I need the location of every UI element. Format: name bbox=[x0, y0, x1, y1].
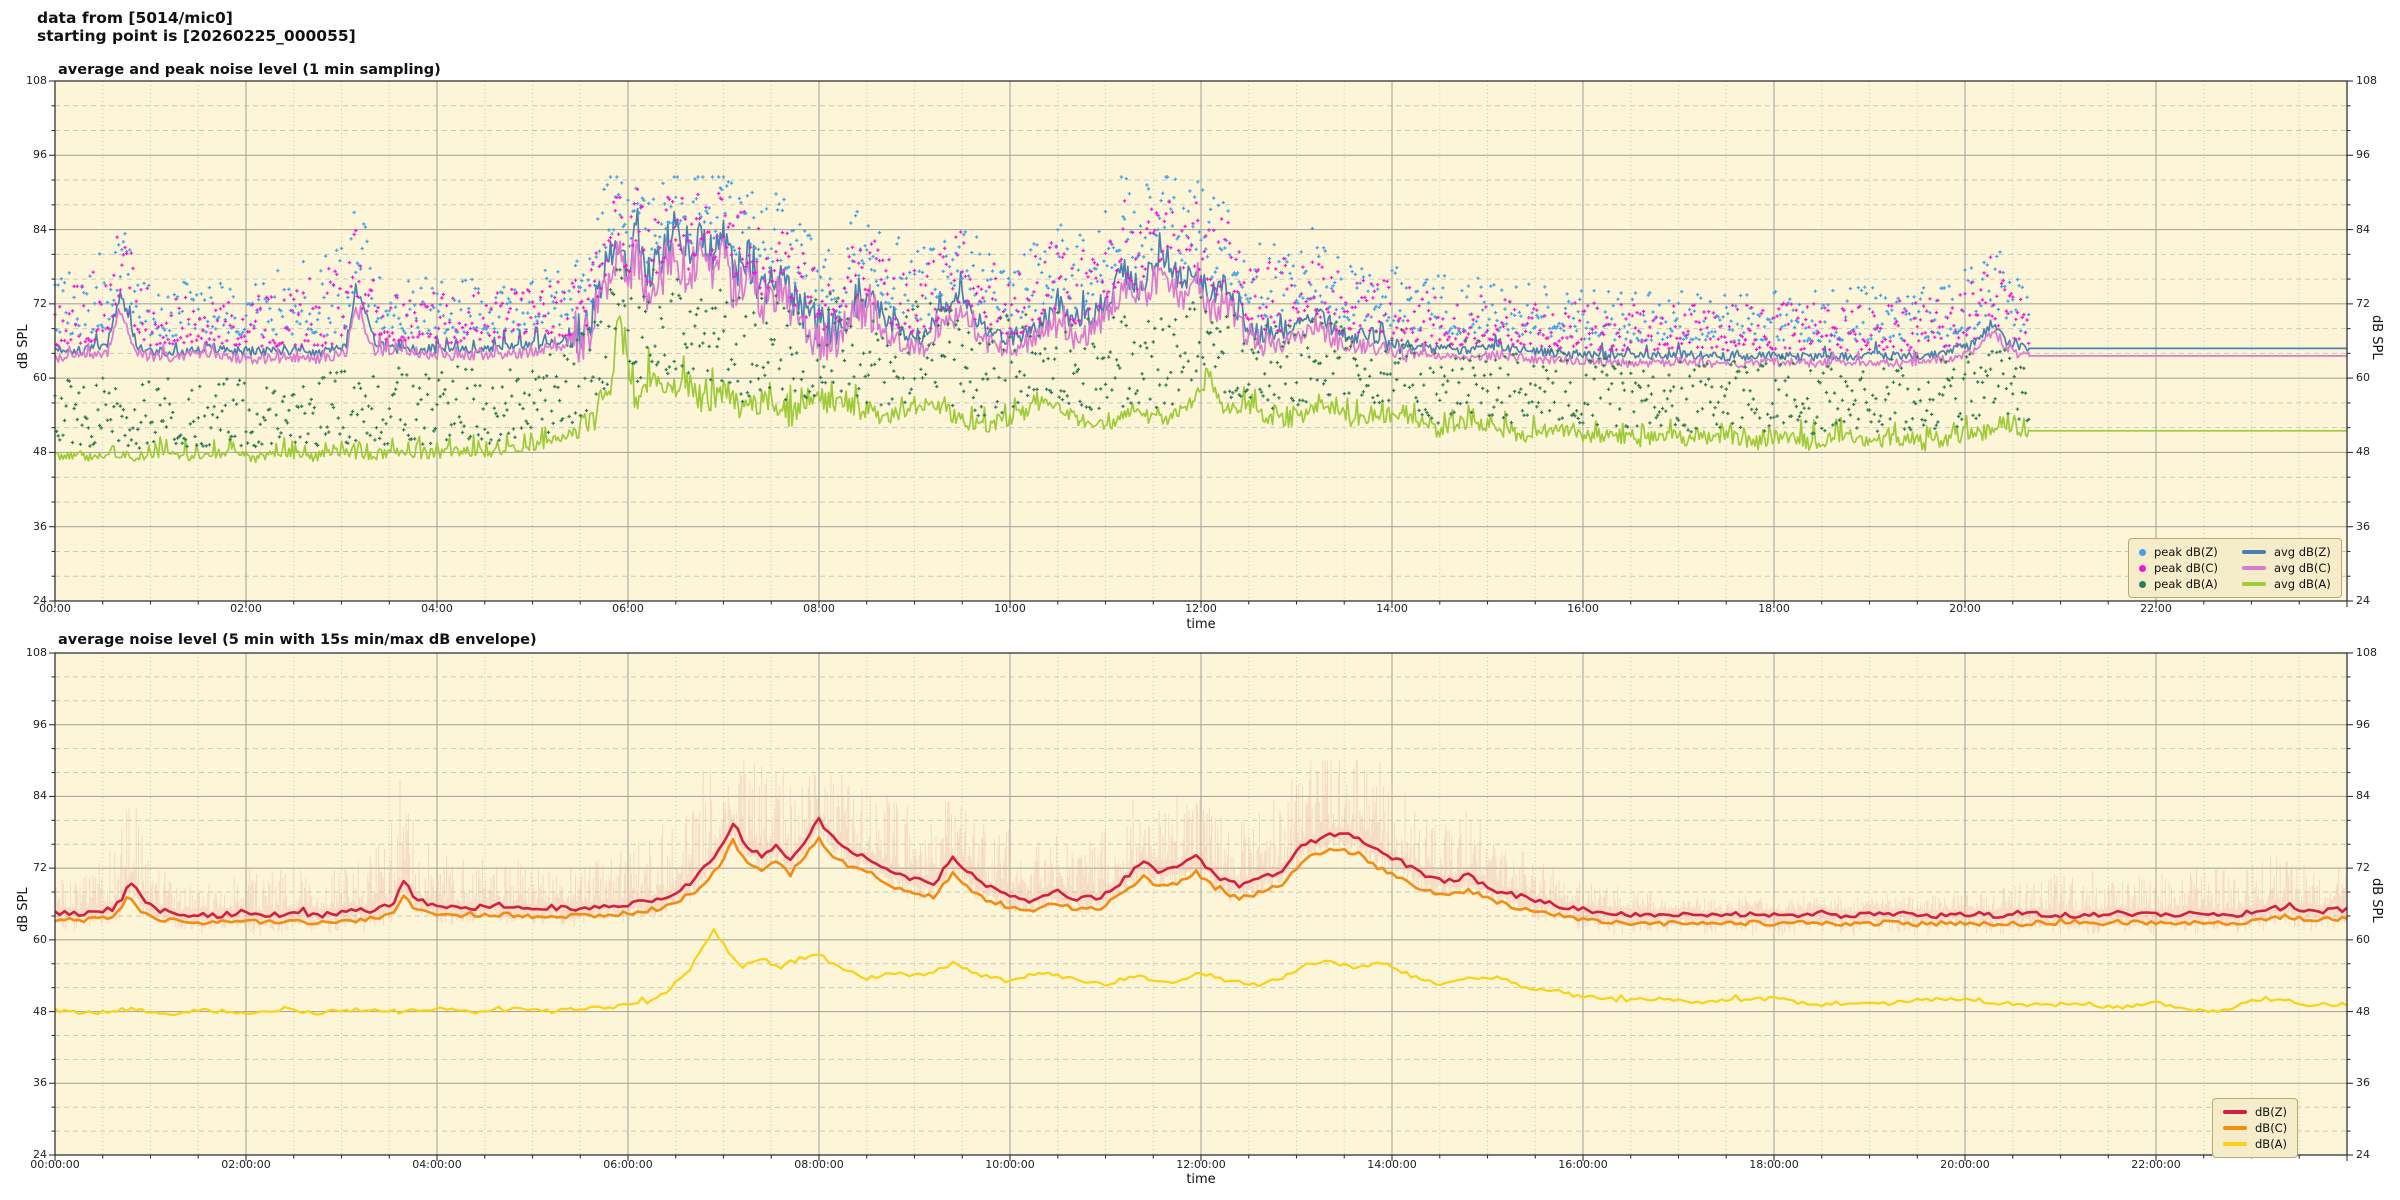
series-avg dB(C) bbox=[54, 235, 2347, 369]
series-dB(Z) bbox=[54, 816, 2348, 920]
series-dB(A) bbox=[54, 928, 2348, 1017]
chart-0 bbox=[49, 80, 2353, 607]
series-avg dB(A) bbox=[54, 315, 2347, 464]
chart-1 bbox=[49, 652, 2353, 1161]
series-dB(C) bbox=[54, 836, 2348, 928]
